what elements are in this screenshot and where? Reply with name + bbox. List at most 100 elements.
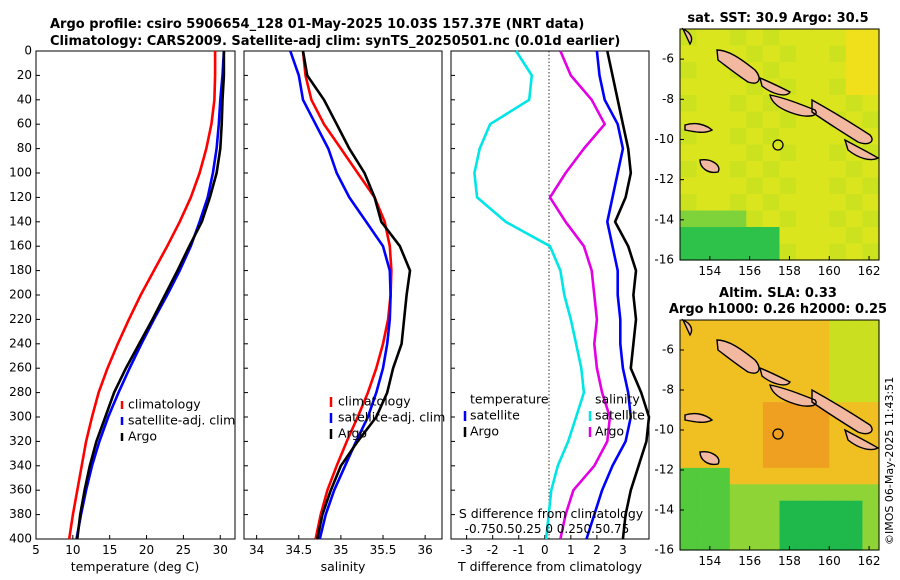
map-cell (696, 177, 714, 195)
map-cell (713, 210, 731, 228)
map-cell (713, 352, 731, 370)
legend-satellite-adj-clim: satellite-adj. clim (338, 410, 445, 425)
lat-tick-label: -8 (662, 92, 674, 106)
map-cell (762, 418, 781, 436)
x-tick-label: 0 (541, 543, 549, 557)
lon-tick-label: 162 (858, 264, 881, 278)
s-difference-ticks: -0.750.50.25 0 0.250.50.75 (465, 522, 630, 536)
map-cell (812, 336, 830, 354)
argo-position-marker (772, 139, 784, 151)
map-cell (729, 451, 747, 469)
depth-tick-label: 40 (17, 92, 32, 106)
map-cell (862, 227, 880, 245)
map-cell (812, 500, 830, 518)
map-cell (829, 435, 847, 452)
lat-tick-label: -12 (654, 463, 674, 477)
map-cell (713, 177, 731, 195)
map-cell (746, 336, 764, 354)
temperature-panel: 0 20 40 60 80 100 120 140 160 180 200 220 240 260 280 3… (9, 44, 236, 574)
difference-axes (450, 50, 650, 540)
legend-temperature-heading: temperature (470, 392, 549, 407)
map-cell (862, 352, 880, 370)
map-cell (713, 517, 731, 535)
map-cell (746, 385, 764, 403)
map-cell (796, 210, 814, 228)
temperature-lines (67, 50, 226, 540)
lon-tick-label: 162 (858, 554, 881, 568)
map-cell (829, 62, 847, 80)
map-cell (762, 451, 781, 469)
map-cell (680, 352, 698, 370)
series-line-temperature-satellite (473, 50, 586, 540)
map-cell (762, 62, 781, 80)
map-cell (729, 78, 747, 96)
map-cell (796, 517, 814, 535)
map-cell (696, 517, 714, 535)
map-cell (812, 29, 830, 47)
map-cell (713, 227, 731, 245)
map-cell (862, 402, 880, 420)
series-line-salinity-satellite (548, 50, 612, 540)
salinity-axes (243, 50, 443, 540)
map-cell (729, 418, 747, 436)
map-cell (762, 467, 781, 485)
map-cell (680, 210, 698, 228)
x-tick-label: 1 (567, 543, 575, 557)
map-cell (746, 194, 764, 212)
map-cell (796, 227, 814, 245)
map-cell (779, 161, 797, 179)
map-cell (762, 29, 781, 47)
map-cell (796, 78, 814, 96)
map-cell (812, 78, 830, 96)
map-cell (812, 418, 830, 436)
map-cell (729, 95, 747, 113)
map-cell (796, 435, 814, 452)
map-cell (680, 369, 698, 387)
map-cell (762, 533, 781, 551)
map-cell (729, 111, 747, 129)
series-line-argo (301, 50, 412, 540)
s-difference-label: S difference from climatology (459, 506, 644, 521)
map-cell (696, 435, 714, 452)
difference-lines (473, 50, 651, 540)
map-cell (696, 194, 714, 212)
map-cell (680, 78, 698, 96)
map-cell (729, 227, 747, 245)
map-cell (713, 144, 731, 162)
map-cell (746, 500, 764, 518)
map-cell (796, 418, 814, 436)
difference-legend-salinity: salinity satellite Argo (588, 392, 645, 439)
map-cell (829, 177, 847, 195)
map-cell (812, 194, 830, 212)
map-cell (779, 227, 797, 245)
map-cell (862, 210, 880, 228)
map-cell (746, 484, 764, 502)
lat-tick-label: -16 (654, 253, 674, 267)
x-tick-label: 35 (333, 543, 348, 557)
map-cell (845, 484, 863, 502)
map-cell (862, 45, 880, 63)
credit-stamp: ©IMOS 06-May-2025 11:43:51 (883, 377, 896, 545)
map-cell (729, 484, 747, 502)
map-cell (829, 95, 847, 113)
map-cell (829, 500, 847, 518)
lat-tick-label: -10 (654, 423, 674, 437)
map-cell (729, 533, 747, 551)
x-tick-label: 34.5 (285, 543, 312, 557)
map-cell (680, 62, 698, 80)
map-cell (796, 177, 814, 195)
map-cell (746, 467, 764, 485)
lon-tick-label: 154 (698, 264, 721, 278)
map-cell (829, 385, 847, 403)
map-cell (729, 385, 747, 403)
x-tick-label: -1 (513, 543, 525, 557)
difference-panel: -3 -2 -1 0 1 2 3 temperature satellite Argo sa… (450, 50, 651, 574)
map-cell (729, 369, 747, 387)
map-cell (762, 517, 781, 535)
map-cell (779, 336, 797, 354)
map-cell (746, 243, 764, 261)
depth-tick-label: 380 (9, 507, 32, 521)
map-cell (779, 467, 797, 485)
lat-tick-label: -6 (662, 52, 674, 66)
map-cell (746, 161, 764, 179)
